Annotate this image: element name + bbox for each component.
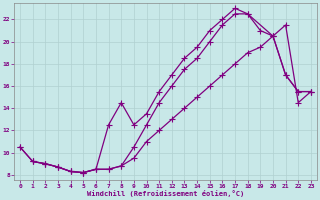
X-axis label: Windchill (Refroidissement éolien,°C): Windchill (Refroidissement éolien,°C) <box>87 190 244 197</box>
